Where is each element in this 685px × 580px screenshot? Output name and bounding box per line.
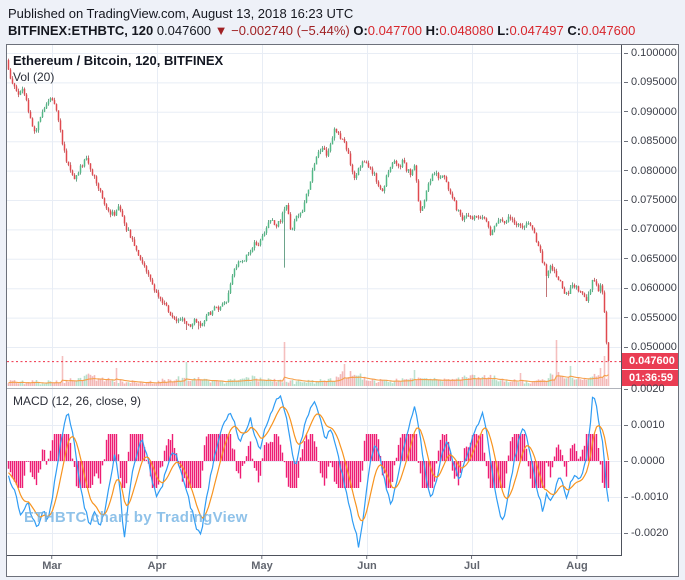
published-line: Published on TradingView.com, August 13,… (8, 6, 354, 21)
time-scale[interactable]: Mar Apr May Jun Jul Aug (7, 556, 622, 576)
change-arrow-icon: ▼ (214, 23, 228, 38)
price-axis-label: 0.050000 (624, 341, 677, 353)
current-price-label: 0.047600 (622, 353, 678, 370)
time-axis-label-aug: Aug (566, 556, 588, 572)
chart-canvas (7, 45, 621, 555)
low-value: 0.047497 (509, 23, 564, 38)
time-axis-label-jul: Jul (464, 556, 480, 572)
high-value: 0.048080 (439, 23, 494, 38)
bar-countdown-label: 01:36:59 (622, 370, 678, 387)
chart-frame: Ethereum / Bitcoin, 120, BITFINEX Vol (2… (6, 44, 679, 577)
macd-axis-label: 0.0000 (624, 455, 665, 467)
close-label: C: (567, 23, 582, 38)
symbol-ohlc-line: BITFINEX:ETHBTC, 120 0.047600 ▼ −0.00274… (8, 23, 635, 38)
price-axis-label: 0.095000 (624, 76, 677, 88)
price-axis-label: 0.065000 (624, 253, 677, 265)
last-price: 0.047600 (156, 23, 212, 38)
price-axis-label: 0.055000 (624, 312, 677, 324)
volume-indicator-label: Vol (20) (13, 70, 55, 84)
change-value: −0.002740 (−5.44%) (231, 23, 350, 38)
price-axis-label: 0.075000 (624, 194, 677, 206)
price-axis-label: 0.070000 (624, 223, 677, 235)
tradingview-watermark-link[interactable]: ETHBTC chart by TradingView (24, 509, 248, 526)
price-scale[interactable]: 0.047600 01:36:59 0.100000 0.095000 0.0900… (622, 45, 678, 556)
price-axis-label: 0.080000 (624, 165, 677, 177)
time-axis-label-may: May (251, 556, 273, 572)
macd-axis-label: -0.0010 (624, 491, 668, 503)
chart-title: Ethereum / Bitcoin, 120, BITFINEX (13, 53, 224, 68)
time-axis-label-mar: Mar (42, 556, 62, 572)
macd-axis-label: 0.0010 (624, 419, 665, 431)
open-label: O: (353, 23, 368, 38)
open-value: 0.047700 (367, 23, 423, 38)
price-axis-label: 0.090000 (624, 106, 677, 118)
price-axis-label: 0.060000 (624, 282, 677, 294)
chart-plot-area[interactable] (7, 45, 622, 556)
price-axis-label: 0.085000 (624, 135, 677, 147)
close-value: 0.047600 (581, 23, 636, 38)
time-axis-label-apr: Apr (148, 556, 166, 572)
macd-indicator-label: MACD (12, 26, close, 9) (13, 394, 142, 408)
low-label: L: (497, 23, 510, 38)
macd-axis-label: 0.0020 (624, 383, 665, 395)
macd-axis-label: -0.0020 (624, 527, 668, 539)
high-label: H: (425, 23, 440, 38)
symbol-name: BITFINEX:ETHBTC, 120 (8, 23, 154, 38)
price-axis-label: 0.100000 (624, 47, 677, 59)
time-axis-label-jun: Jun (357, 556, 377, 572)
